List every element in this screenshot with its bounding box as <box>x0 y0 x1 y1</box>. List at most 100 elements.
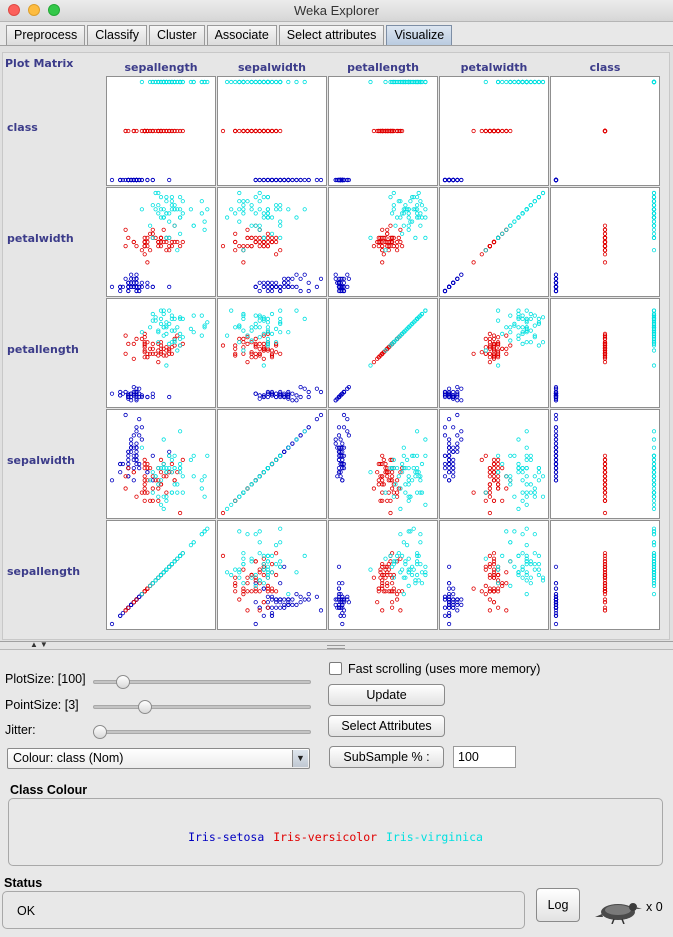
data-point <box>199 211 204 216</box>
data-point <box>602 600 608 605</box>
data-point <box>167 219 172 224</box>
data-point <box>273 341 279 347</box>
scatter-cell-class-vs-sepalwidth[interactable] <box>217 76 327 186</box>
data-point <box>504 529 509 534</box>
colour-select[interactable]: Colour: class (Nom) ▼ <box>7 748 310 769</box>
data-point <box>376 482 381 487</box>
data-point <box>487 128 493 134</box>
scatter-cell-petalwidth-vs-class[interactable] <box>550 187 660 297</box>
update-button[interactable]: Update <box>328 684 445 706</box>
scatter-cell-sepallength-vs-petallength[interactable] <box>328 520 438 630</box>
scatter-cell-petallength-vs-sepallength[interactable] <box>106 298 216 408</box>
scatter-cell-petalwidth-vs-sepalwidth[interactable] <box>217 187 327 297</box>
subsample-button[interactable]: SubSample % : <box>329 746 444 768</box>
data-point <box>524 553 529 559</box>
select-attributes-button[interactable]: Select Attributes <box>328 715 445 737</box>
point-size-slider[interactable] <box>93 705 311 709</box>
tab-classify[interactable]: Classify <box>87 25 147 45</box>
data-point <box>123 276 128 281</box>
scatter-cell-petalwidth-vs-sepallength[interactable] <box>106 187 216 297</box>
jitter-slider[interactable] <box>93 730 311 734</box>
data-point <box>487 561 493 567</box>
fast-scrolling-label[interactable]: Fast scrolling (uses more memory) <box>348 662 541 676</box>
scatter-cell-sepallength-vs-sepalwidth[interactable] <box>217 520 327 630</box>
data-point <box>128 441 134 446</box>
data-point <box>346 600 351 605</box>
data-point <box>233 351 238 356</box>
point-size-slider-knob[interactable] <box>138 700 153 714</box>
data-point <box>408 529 413 534</box>
jitter-slider-knob[interactable] <box>93 725 107 739</box>
data-point <box>164 195 169 200</box>
legend-iris-versicolor[interactable]: Iris-versicolor <box>273 830 378 844</box>
subsample-input[interactable]: 100 <box>453 746 516 768</box>
data-point <box>265 325 271 330</box>
panel-splitter[interactable]: ▲▼ <box>0 640 673 650</box>
scatter-cell-sepalwidth-vs-class[interactable] <box>550 409 660 519</box>
scatter-cell-petallength-vs-class[interactable] <box>550 298 660 408</box>
scatter-cell-petallength-vs-petalwidth[interactable] <box>439 298 549 408</box>
data-point <box>191 453 196 458</box>
scatter-cell-sepalwidth-vs-petallength[interactable] <box>328 409 438 519</box>
scatter-cell-class-vs-sepallength[interactable] <box>106 76 216 186</box>
scatter-cell-sepalwidth-vs-sepalwidth[interactable] <box>217 409 327 519</box>
data-point <box>169 470 175 475</box>
tab-associate[interactable]: Associate <box>206 25 277 45</box>
legend-iris-setosa[interactable]: Iris-setosa <box>188 830 265 844</box>
scatter-cell-sepallength-vs-sepallength[interactable] <box>106 520 216 630</box>
data-point <box>400 470 405 475</box>
scatter-cell-class-vs-petallength[interactable] <box>328 76 438 186</box>
data-point <box>253 600 258 605</box>
data-point <box>459 386 464 391</box>
data-point <box>147 223 153 228</box>
data-point <box>147 465 153 471</box>
scatter-cell-sepallength-vs-class[interactable] <box>550 520 660 630</box>
data-point <box>237 207 242 212</box>
data-point <box>278 79 283 85</box>
scatter-cell-class-vs-petalwidth[interactable] <box>439 76 549 186</box>
fast-scrolling-checkbox[interactable] <box>329 662 342 675</box>
scatter-cell-petalwidth-vs-petalwidth[interactable] <box>439 187 549 297</box>
data-point <box>241 551 246 556</box>
scatter-cell-sepalwidth-vs-sepallength[interactable] <box>106 409 216 519</box>
data-point <box>249 338 254 343</box>
data-point <box>415 429 420 434</box>
scatter-cell-petalwidth-vs-petallength[interactable] <box>328 187 438 297</box>
maximize-window-icon[interactable] <box>48 4 60 16</box>
tab-cluster[interactable]: Cluster <box>149 25 205 45</box>
minimize-window-icon[interactable] <box>28 4 40 16</box>
data-point <box>524 494 529 499</box>
data-point <box>389 600 395 605</box>
plot-size-slider[interactable] <box>93 680 311 684</box>
tab-select-attributes[interactable]: Select attributes <box>278 25 385 45</box>
data-point <box>175 128 180 134</box>
data-point <box>340 461 345 467</box>
data-point <box>156 498 161 503</box>
tab-preprocess[interactable]: Preprocess <box>6 25 86 45</box>
data-point <box>265 235 271 241</box>
plot-size-slider-knob[interactable] <box>115 675 130 689</box>
tab-visualize[interactable]: Visualize <box>386 25 453 45</box>
data-point <box>553 600 559 605</box>
scatter-cell-class-vs-class[interactable] <box>550 76 660 186</box>
data-point <box>389 457 395 463</box>
scatter-cell-sepallength-vs-petalwidth[interactable] <box>439 520 549 630</box>
scatter-cell-sepalwidth-vs-petalwidth[interactable] <box>439 409 549 519</box>
data-point <box>294 570 299 575</box>
data-point <box>495 461 501 467</box>
data-point <box>336 586 342 591</box>
data-point <box>423 437 428 442</box>
data-point <box>257 353 262 358</box>
log-button[interactable]: Log <box>536 888 580 922</box>
data-point <box>318 412 324 418</box>
data-point <box>131 478 136 483</box>
close-window-icon[interactable] <box>8 4 20 16</box>
data-point <box>536 321 542 326</box>
data-point <box>415 215 420 220</box>
scatter-cell-petallength-vs-sepalwidth[interactable] <box>217 298 327 408</box>
chevron-down-icon[interactable]: ▼ <box>292 750 308 767</box>
scatter-cell-petallength-vs-petallength[interactable] <box>328 298 438 408</box>
data-point <box>278 284 283 290</box>
splitter-grip-icon[interactable] <box>327 645 345 649</box>
legend-iris-virginica[interactable]: Iris-virginica <box>385 830 483 844</box>
